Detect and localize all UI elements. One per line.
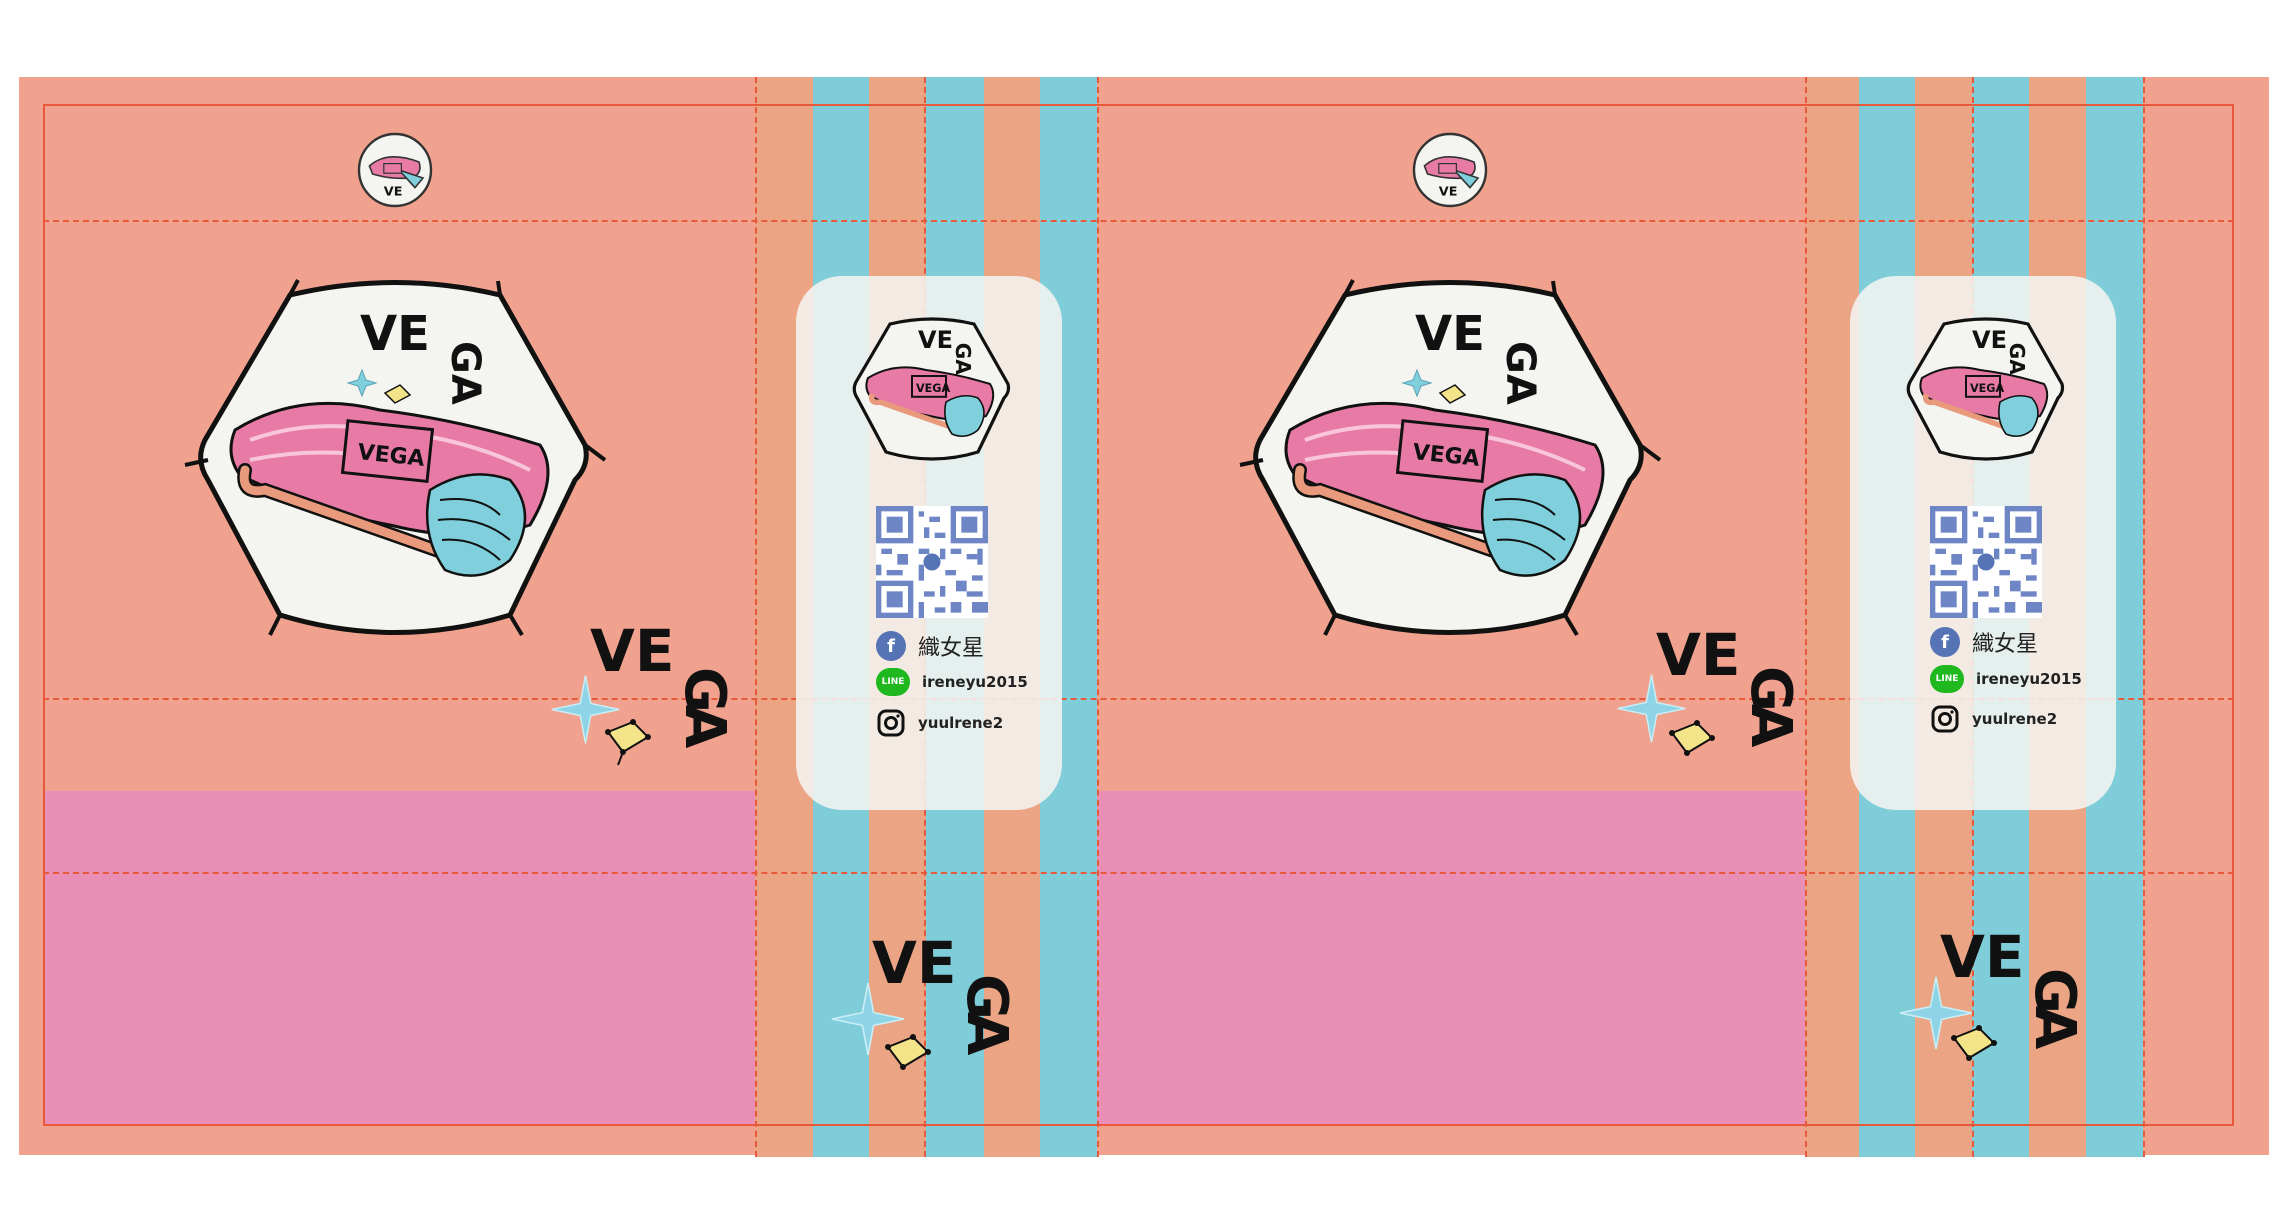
line-icon: LINE	[876, 668, 910, 696]
wordmark-ve: VE	[590, 617, 675, 685]
svg-text:VEGA: VEGA	[1970, 382, 2004, 395]
badge-logo-small: VE	[357, 132, 433, 208]
line-id: ireneyu2015	[1976, 670, 2082, 688]
wordmark-ga: GA	[954, 974, 1019, 1048]
wordmark-ga: GA	[1738, 666, 1803, 740]
svg-text:GA: GA	[1497, 341, 1543, 405]
fold-guide-v	[1805, 77, 1807, 1157]
constellation-icon	[1669, 720, 1715, 756]
vega-emblem-small: VEGA VE GA	[1906, 317, 2065, 461]
wordmark-ga: GA	[672, 667, 737, 741]
sparkle-icon	[831, 982, 905, 1056]
vega-wordmark: VE GA	[548, 622, 738, 772]
pink-panel-left	[43, 791, 755, 1124]
svg-text:VEGA: VEGA	[916, 382, 950, 395]
vega-wordmark: VE GA	[1614, 626, 1804, 776]
fold-guide-v	[1097, 77, 1099, 1157]
line-row[interactable]: LINE ireneyu2015	[1930, 665, 2082, 693]
instagram-row[interactable]: yuulrene2	[876, 708, 1003, 738]
constellation-icon	[885, 1034, 931, 1070]
vega-emblem-large: VEGA VE GA	[1239, 279, 1662, 637]
vega-wordmark: VE GA	[828, 934, 1019, 1084]
vega-emblem-large: VEGA VE GA	[184, 279, 607, 637]
emblem-ga: GA	[442, 341, 488, 405]
sparkle-icon	[1617, 674, 1686, 743]
instagram-id: yuulrene2	[918, 714, 1004, 732]
line-id: ireneyu2015	[922, 673, 1028, 691]
fold-guide-h	[43, 872, 2234, 874]
instagram-icon	[877, 709, 905, 737]
wordmark-ve: VE	[1656, 621, 1741, 689]
pink-panel-right	[1097, 791, 1805, 1124]
constellation-icon	[605, 719, 651, 766]
wordmark-ve: VE	[872, 929, 957, 997]
svg-text:VE: VE	[1439, 185, 1458, 200]
vega-wordmark: VE GA	[1896, 928, 2087, 1078]
qr-code[interactable]	[1930, 506, 2042, 618]
instagram-icon	[1931, 705, 1959, 733]
badge-logo-small: VE	[1412, 132, 1488, 208]
contact-card: VEGA VE GA f 織女星 LINE	[1850, 276, 2116, 810]
svg-text:VE: VE	[918, 326, 953, 354]
instagram-row[interactable]: yuulrene2	[1930, 704, 2057, 734]
emblem-ve: VE	[360, 306, 430, 362]
svg-text:VE: VE	[1415, 306, 1485, 362]
fold-guide-v	[755, 77, 757, 1157]
sparkle-icon	[551, 675, 620, 744]
fold-guide-v	[2143, 77, 2145, 1157]
wordmark-ga: GA	[2022, 968, 2087, 1042]
facebook-name: 織女星	[1972, 632, 2039, 657]
line-row[interactable]: LINE ireneyu2015	[876, 668, 1028, 696]
qr-code[interactable]	[876, 506, 988, 618]
badge-small-text: VE	[384, 185, 403, 200]
instagram-id: yuulrene2	[1972, 710, 2058, 728]
facebook-icon: f	[876, 631, 906, 661]
svg-text:GA: GA	[2005, 343, 2029, 375]
fold-guide-h	[43, 698, 2234, 700]
contact-card: VEGA VE GA f 織女星 LINE	[796, 276, 1062, 810]
facebook-icon: f	[1930, 627, 1960, 657]
trim-line	[43, 104, 2234, 1126]
facebook-row[interactable]: f 織女星	[876, 630, 984, 662]
vega-emblem-small: VEGA VE GA	[852, 317, 1011, 461]
facebook-name: 織女星	[918, 636, 985, 661]
svg-text:GA: GA	[951, 343, 975, 375]
line-icon: LINE	[1930, 665, 1964, 693]
sparkle-icon	[1899, 976, 1973, 1050]
constellation-icon	[1951, 1025, 1997, 1061]
fold-guide-h	[43, 220, 2234, 222]
svg-text:VE: VE	[1972, 326, 2007, 354]
facebook-row[interactable]: f 織女星	[1930, 626, 2038, 658]
wordmark-ve: VE	[1940, 923, 2025, 991]
